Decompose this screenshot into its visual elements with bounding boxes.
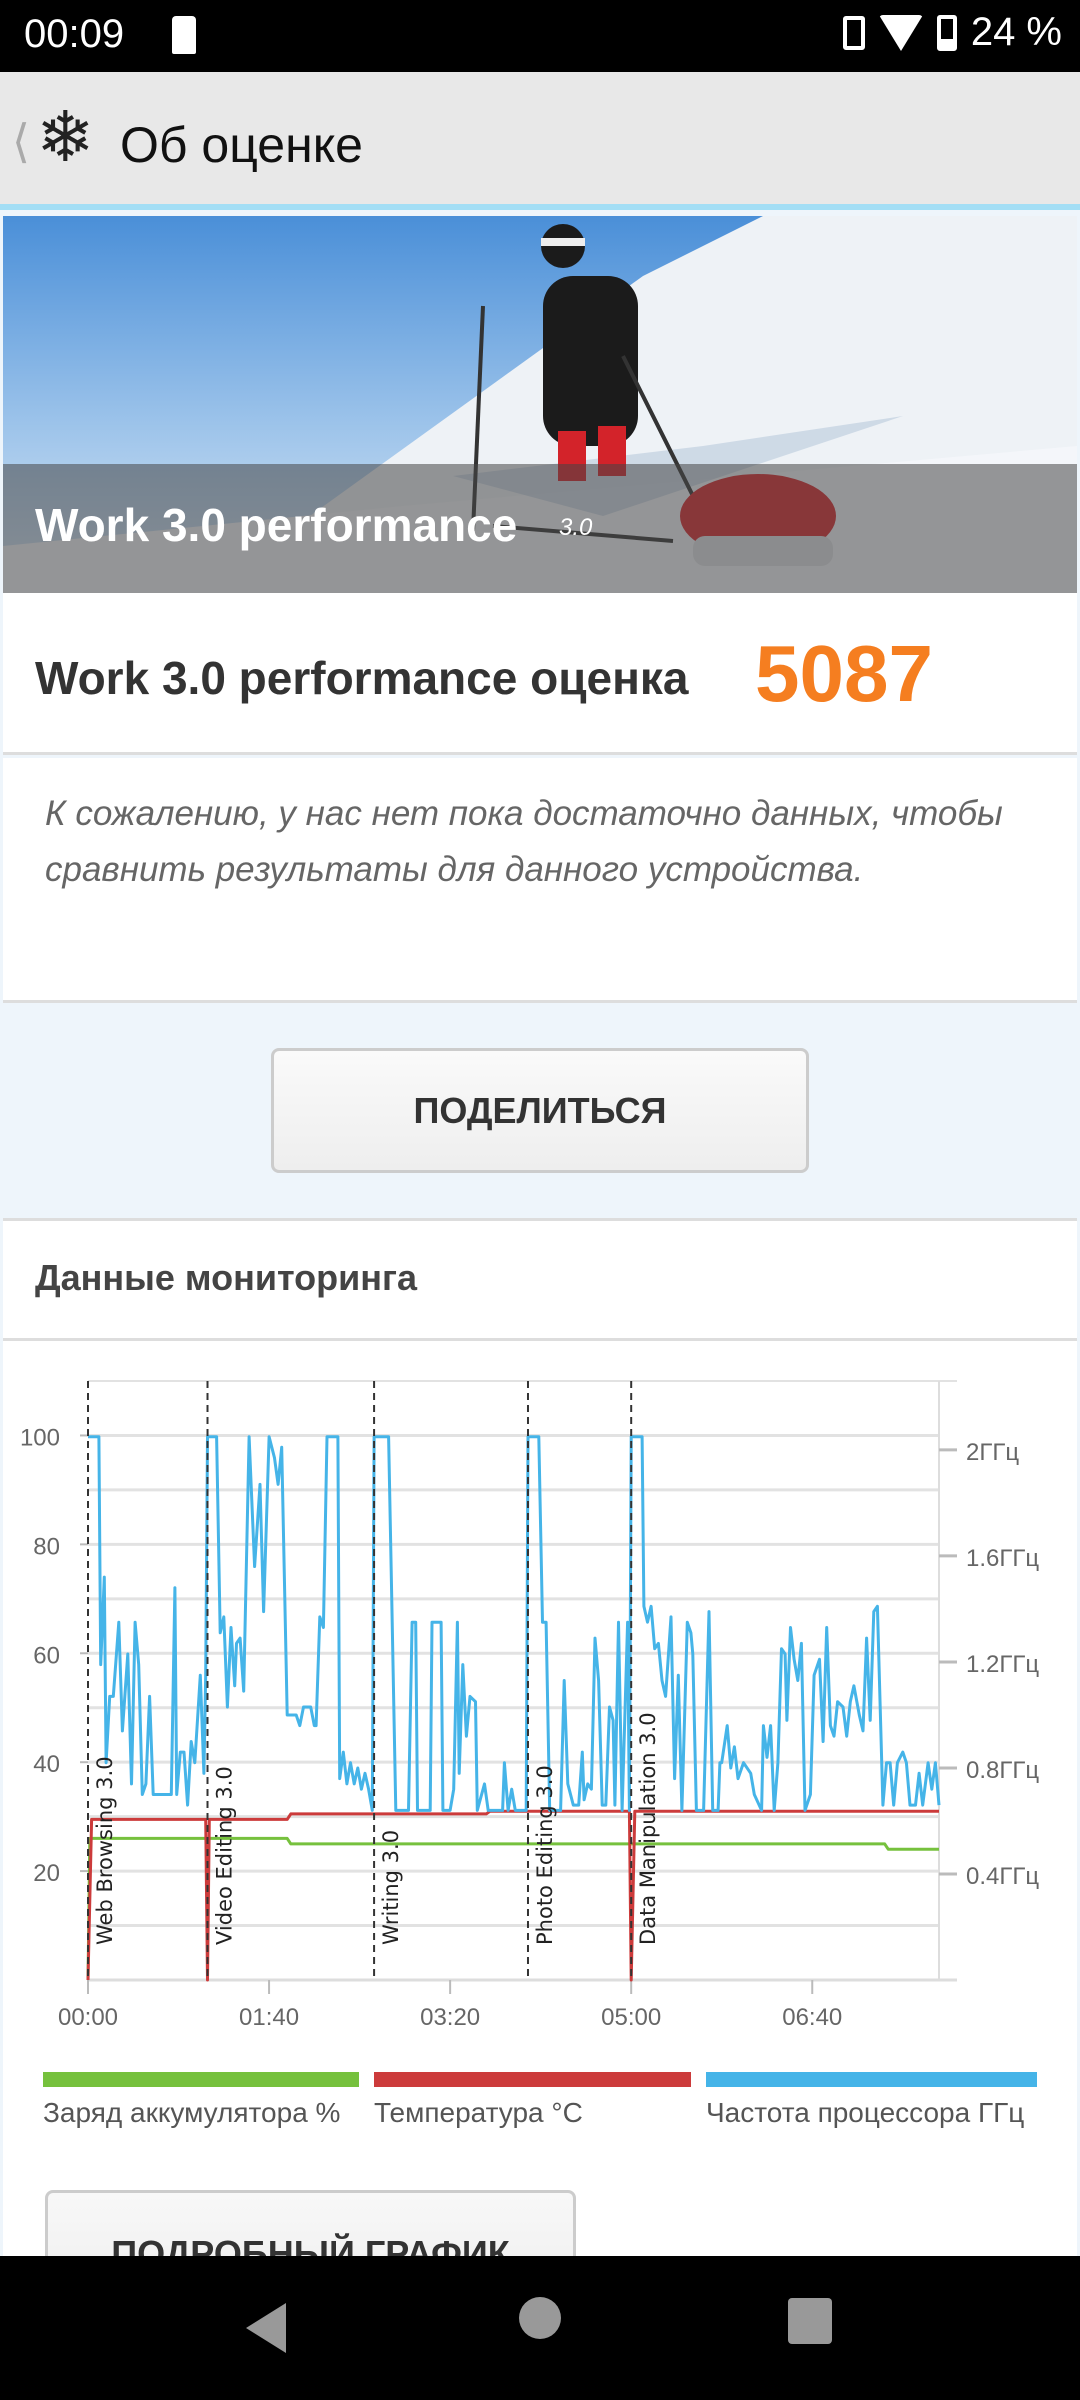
- y-tick-label-left: 20: [33, 1860, 60, 1887]
- y-tick-label-left: 60: [33, 1642, 60, 1669]
- battery-percent: 24 %: [970, 10, 1062, 54]
- back-triangle-icon[interactable]: [246, 2303, 286, 2353]
- x-tick-label: 00:00: [58, 2004, 118, 2031]
- phase-marker-label: Photo Editing 3.0: [533, 1765, 557, 1945]
- hero-banner: Work 3.0 performance 3.0: [3, 216, 1077, 593]
- legend-label-battery: Заряд аккумулятора %: [43, 2097, 341, 2128]
- phase-marker-label: Video Editing 3.0: [213, 1766, 237, 1945]
- legend-label-cpu: Частота процессора ГГц: [706, 2097, 1025, 2128]
- y-tick-label-right: 2ГГц: [966, 1439, 1019, 1466]
- y-tick-label-left: 40: [33, 1751, 60, 1778]
- legend-swatch-battery: [43, 2072, 359, 2087]
- vibrate-icon: [842, 15, 865, 50]
- y-tick-label-left: 100: [20, 1424, 60, 1451]
- snowflake-icon[interactable]: ❄: [36, 98, 95, 176]
- legend-temperature: Температура °C: [374, 2072, 691, 2142]
- comparison-note-card: К сожалению, у нас нет пока достаточно д…: [3, 758, 1077, 1003]
- x-tick-label: 01:40: [239, 2004, 299, 2031]
- recents-square-icon[interactable]: [788, 2298, 832, 2344]
- legend-label-temperature: Температура °C: [374, 2097, 583, 2128]
- hero-version: 3.0: [559, 514, 593, 541]
- x-tick-label: 05:00: [601, 2004, 661, 2031]
- series-line-cpu: [88, 1435, 941, 1812]
- divider: [3, 1338, 1077, 1341]
- hero-title: Work 3.0 performance: [35, 499, 518, 551]
- share-button[interactable]: ПОДЕЛИТЬСЯ: [271, 1048, 809, 1173]
- x-tick-label: 03:20: [420, 2004, 480, 2031]
- y-tick-label-right: 1.2ГГц: [966, 1651, 1039, 1678]
- y-tick-label-left: 80: [33, 1533, 60, 1560]
- status-time: 00:09: [24, 12, 125, 56]
- series-line-temperature: [86, 1809, 939, 1982]
- y-tick-label-right: 0.8ГГц: [966, 1757, 1039, 1784]
- legend-swatch-temperature: [374, 2072, 691, 2087]
- y-tick-label-right: 1.6ГГц: [966, 1545, 1039, 1572]
- battery-icon: [936, 14, 957, 51]
- status-bar: 00:09 24 %: [0, 0, 1080, 72]
- legend-cpu: Частота процессора ГГц: [706, 2072, 1037, 2142]
- score-label: Work 3.0 performance оценка: [35, 652, 689, 704]
- chevron-left-icon[interactable]: ⟨: [12, 115, 30, 167]
- phase-marker-label: Web Browsing 3.0: [93, 1756, 117, 1945]
- navigation-bar: [0, 2256, 1080, 2400]
- y-tick-label-right: 0.4ГГц: [966, 1863, 1039, 1890]
- app-bar: ⟨ ❄ Об оценке: [0, 72, 1080, 210]
- legend-swatch-cpu: [706, 2072, 1037, 2087]
- page-title: Об оценке: [120, 117, 363, 173]
- wifi-icon: [878, 14, 923, 51]
- score-card: Work 3.0 performance оценка 5087: [3, 593, 1077, 755]
- phase-marker-label: Writing 3.0: [379, 1830, 403, 1945]
- legend-battery: Заряд аккумулятора %: [43, 2072, 359, 2142]
- score-value: 5087: [755, 629, 933, 718]
- monitoring-title: Данные мониторинга: [35, 1257, 417, 1298]
- x-tick-label: 06:40: [782, 2004, 842, 2031]
- comparison-note: К сожалению, у нас нет пока достаточно д…: [45, 794, 1003, 889]
- phase-marker-label: Data Manipulation 3.0: [636, 1712, 660, 1945]
- monitoring-chart: 20 40 60 80 100 0.4ГГц 0.8ГГц 1.2ГГц 1.6ГГц 2ГГц 0…: [20, 1380, 1039, 2031]
- hero-title-band: [3, 464, 1077, 593]
- home-circle-icon[interactable]: [519, 2297, 561, 2339]
- sim-card-icon: [172, 16, 196, 54]
